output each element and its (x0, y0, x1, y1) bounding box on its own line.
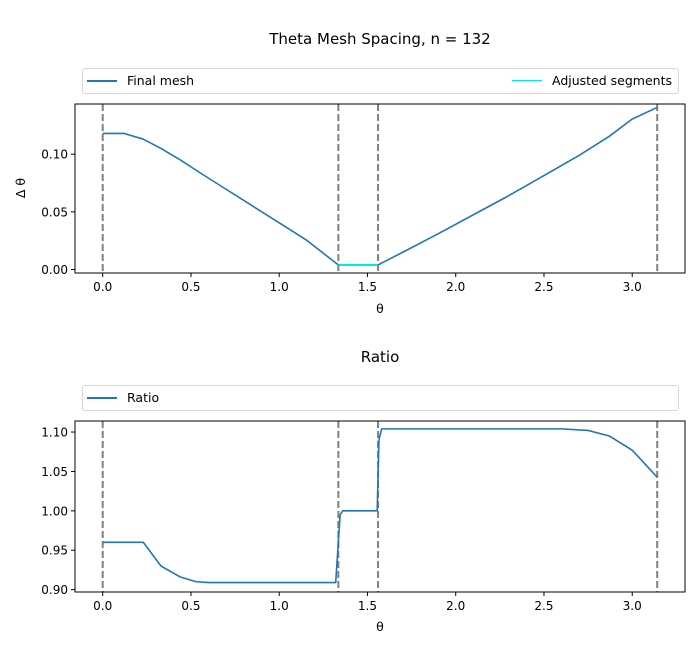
chart-1-xtick-label-0: 0.0 (93, 280, 112, 294)
chart-1-xtick-label-4: 2.0 (446, 280, 465, 294)
chart-2-ytick-label-3: 1.05 (41, 465, 68, 479)
chart-1-xtick-label-2: 1.0 (270, 280, 289, 294)
chart-2-xtick-label-4: 2.0 (446, 599, 465, 613)
chart-2-ytick-label-1: 0.95 (41, 544, 68, 558)
chart-1-x-ticks: 0.0 0.5 1.0 1.5 2.0 2.5 3.0 (93, 273, 642, 294)
legend-swatch-adjusted-segments (511, 80, 542, 81)
legend-swatch-final-mesh (87, 79, 117, 82)
chart-2-series-ratio (102, 428, 658, 584)
chart-1-series (102, 106, 658, 266)
chart-2-vlines (101, 421, 659, 592)
legend-label-adjusted-segments: Adjusted segments (551, 73, 672, 88)
chart-2: Ratio 0.0 0.5 1.0 1.5 2.0 2.5 3.0 0.90 0.95 1.00… (41, 348, 686, 634)
chart-1-ytick-label-2: 0.10 (41, 148, 68, 162)
chart-1-y-ticks: 0.00 0.05 0.10 (41, 148, 75, 277)
chart-1-xtick-label-3: 1.5 (358, 280, 377, 294)
legend-entry-adjusted-segments: Adjusted segments (511, 73, 672, 88)
chart-2-y-ticks: 0.90 0.95 1.00 1.05 1.10 (41, 426, 75, 597)
chart-2-series (102, 428, 658, 584)
chart-1-vlines (101, 104, 659, 273)
chart-2-ytick-label-4: 1.10 (41, 426, 68, 440)
legend-label-ratio: Ratio (127, 390, 160, 405)
legend-swatch-ratio (87, 396, 117, 399)
chart-1-ytick-label-0: 0.00 (41, 263, 68, 277)
chart-2-xtick-label-2: 1.0 (270, 599, 289, 613)
chart-2-axes-frame (74, 420, 686, 593)
chart-2-ytick-label-0: 0.90 (41, 583, 68, 597)
chart-2-ytick-label-2: 1.00 (41, 504, 68, 518)
chart-1: 0.0 0.5 1.0 1.5 2.0 2.5 3.0 0.00 0.05 0.10 θ Δ θ (13, 103, 686, 316)
chart-1-xtick-label-1: 0.5 (181, 280, 200, 294)
figure-title: Theta Mesh Spacing, n = 132 (268, 30, 490, 48)
chart-1-axes-frame (74, 103, 686, 274)
chart-1-ytick-label-1: 0.05 (41, 205, 68, 219)
legend-entry-final-mesh: Final mesh (87, 73, 194, 88)
chart-2-xlabel: θ (376, 619, 384, 634)
chart-1-legend: Final mesh Adjusted segments (82, 68, 679, 94)
chart-2-legend: Ratio (82, 385, 679, 411)
chart-2-xtick-label-6: 3.0 (623, 599, 642, 613)
chart-1-xlabel: θ (376, 301, 384, 316)
legend-label-final-mesh: Final mesh (127, 73, 195, 88)
chart-2-x-ticks: 0.0 0.5 1.0 1.5 2.0 2.5 3.0 (93, 592, 642, 613)
chart-2-xtick-label-5: 2.5 (534, 599, 553, 613)
chart-1-xtick-label-6: 3.0 (623, 280, 642, 294)
chart-1-series-final-mesh (102, 106, 658, 266)
chart-2-title: Ratio (361, 348, 400, 366)
chart-1-xtick-label-5: 2.5 (534, 280, 553, 294)
chart-2-xtick-label-1: 0.5 (181, 599, 200, 613)
chart-2-xtick-label-0: 0.0 (93, 599, 112, 613)
legend-entry-ratio: Ratio (87, 390, 159, 405)
chart-2-xtick-label-3: 1.5 (358, 599, 377, 613)
chart-1-ylabel: Δ θ (13, 178, 28, 198)
